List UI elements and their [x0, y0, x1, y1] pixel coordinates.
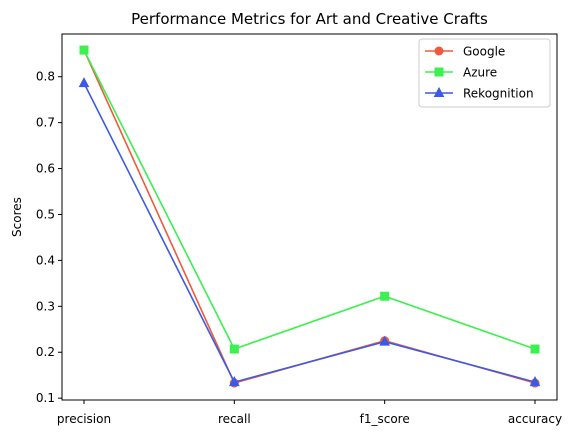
y-tick-label: 0.3	[36, 299, 55, 313]
x-tick-label: f1_score	[360, 412, 410, 426]
y-tick-label: 0.1	[36, 391, 55, 405]
y-axis-label: Scores	[10, 197, 24, 237]
x-tick-label: accuracy	[508, 412, 562, 426]
data-point	[531, 345, 539, 353]
x-tick-label: recall	[218, 412, 251, 426]
legend-label: Rekognition	[463, 87, 534, 101]
y-tick-label: 0.7	[36, 116, 55, 130]
data-point	[381, 292, 389, 300]
x-tick-label: precision	[57, 412, 111, 426]
y-tick-label: 0.5	[36, 207, 55, 221]
data-point	[80, 46, 88, 54]
y-tick-label: 0.4	[36, 253, 55, 267]
legend: Google Azure Rekognition	[419, 39, 550, 107]
legend-marker	[435, 47, 443, 55]
data-point	[230, 345, 238, 353]
y-tick-label: 0.6	[36, 162, 55, 176]
legend-label: Azure	[463, 66, 497, 80]
chart-title: Performance Metrics for Art and Creative…	[131, 10, 488, 28]
y-tick-label: 0.8	[36, 70, 55, 84]
legend-label: Google	[463, 45, 505, 59]
y-tick-label: 0.2	[36, 345, 55, 359]
legend-marker	[435, 68, 443, 76]
